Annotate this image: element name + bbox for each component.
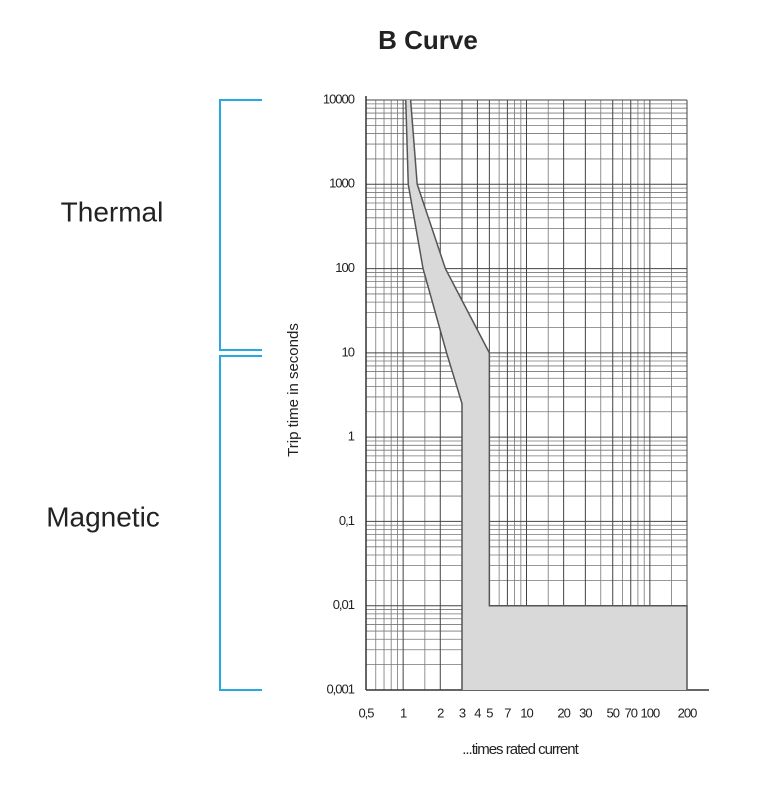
x-tick-label: 2 — [437, 705, 444, 720]
x-tick-label: 3 — [459, 705, 466, 720]
y-tick-label: 1 — [348, 429, 355, 444]
x-tick-label: 7 — [504, 705, 511, 720]
y-tick-label: 0,001 — [326, 681, 354, 696]
boundary-line — [409, 99, 688, 690]
y-tick-label: 0,1 — [339, 513, 355, 528]
x-tick-label: 50 — [606, 705, 619, 720]
x-tick-label: 30 — [579, 705, 592, 720]
x-tick-label: 10 — [520, 705, 533, 720]
y-tick-label: 0,01 — [333, 597, 355, 612]
x-tick-label: 100 — [641, 705, 660, 720]
x-tick-label: 70 — [625, 705, 638, 720]
y-tick-label: 100 — [335, 260, 354, 275]
x-tick-label: 5 — [486, 705, 493, 720]
x-tick-label: 0,5 — [358, 705, 374, 720]
magnetic-label: Magnetic — [46, 501, 160, 532]
x-tick-label: 1 — [400, 705, 407, 720]
y-tick-label: 10000 — [323, 91, 355, 106]
magnetic-bracket — [219, 355, 262, 691]
brackets — [219, 99, 262, 691]
trip-band — [405, 100, 687, 690]
chart-title: B Curve — [378, 25, 478, 55]
boundary-line — [405, 99, 463, 690]
y-tick-label: 1000 — [329, 176, 355, 191]
thermal-label: Thermal — [61, 196, 164, 227]
x-tick-label: 20 — [557, 705, 570, 720]
x-axis-label: ...times rated current — [462, 741, 579, 758]
x-tick-label: 4 — [474, 705, 481, 720]
x-tick-label: 200 — [678, 705, 697, 720]
y-tick-label: 10 — [342, 344, 355, 359]
thermal-bracket — [219, 99, 262, 351]
y-axis-label: Trip time in seconds — [285, 323, 302, 457]
